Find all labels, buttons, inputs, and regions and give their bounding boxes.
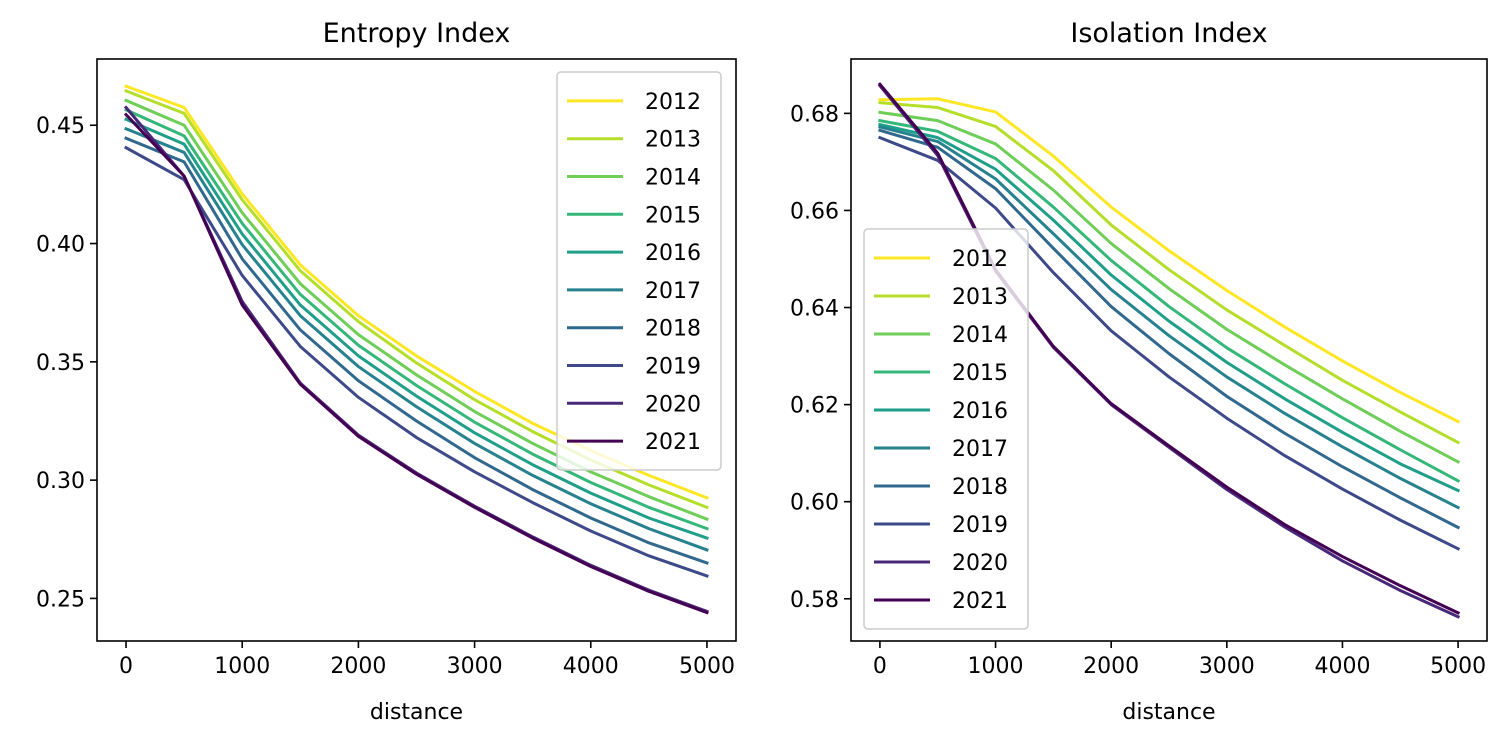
series-line-2013	[878, 101, 1461, 445]
x-tick-label: 4000	[563, 654, 619, 679]
legend-label-2017: 2017	[645, 279, 701, 304]
series-line-2018	[124, 136, 709, 565]
legend: 2012 2013 2014 2015 2016 2017 2018 2019 2020 2021	[863, 228, 1029, 630]
series-line-2012	[878, 97, 1461, 424]
y-tick-label: 0.58	[790, 588, 839, 613]
legend-label-2018: 2018	[645, 317, 701, 342]
x-tick-label: 3000	[1199, 654, 1255, 679]
series-line-2014	[878, 110, 1461, 464]
x-tick-label: 0	[119, 654, 133, 679]
legend-label-2021: 2021	[645, 430, 701, 455]
y-tick-label: 0.68	[790, 102, 839, 127]
legend: 2012 2013 2014 2015 2016 2017 2018 2019 2020 2021	[556, 71, 722, 471]
y-tick-label: 0.45	[36, 114, 85, 139]
legend-box	[863, 228, 1029, 630]
series-line-2018	[878, 128, 1461, 530]
y-tick-label: 0.40	[36, 233, 85, 258]
legend-label-2019: 2019	[645, 355, 701, 380]
legend-label-2014: 2014	[645, 166, 701, 191]
legend-label-2012: 2012	[952, 247, 1008, 272]
legend-label-2016: 2016	[952, 399, 1008, 424]
legend-label-2016: 2016	[645, 241, 701, 266]
legend-label-2020: 2020	[645, 392, 701, 417]
series-line-2016	[878, 122, 1461, 493]
y-tick-label: 0.30	[36, 469, 85, 494]
legend-label-2017: 2017	[952, 437, 1008, 462]
y-tick-label: 0.60	[790, 491, 839, 516]
chart-0: 0 1000 2000 3000 4000 5000 0.25 0.30 0.35 0.40 0.4…	[36, 18, 737, 725]
chart-1: 0 1000 2000 3000 4000 5000 0.58 0.60 0.62 0.64 0.6…	[790, 18, 1488, 725]
series-line-2019	[877, 135, 1461, 551]
y-tick-label: 0.62	[790, 394, 839, 419]
series-line-2019	[124, 145, 709, 578]
x-tick-label: 4000	[1314, 654, 1370, 679]
legend-label-2018: 2018	[952, 475, 1008, 500]
y-tick-label: 0.64	[790, 297, 839, 322]
legend-box	[556, 71, 722, 471]
x-tick-label: 3000	[447, 654, 503, 679]
legend-label-2020: 2020	[952, 551, 1008, 576]
x-tick-label: 5000	[679, 654, 735, 679]
legend-label-2015: 2015	[952, 361, 1008, 386]
legend-label-2013: 2013	[952, 285, 1008, 310]
legend-label-2019: 2019	[952, 513, 1008, 538]
axes-frame	[850, 58, 1488, 642]
y-tick-label: 0.35	[36, 351, 85, 376]
series-line-2017	[878, 125, 1461, 510]
x-tick-label: 2000	[330, 654, 386, 679]
chart-title: Entropy Index	[323, 18, 511, 49]
series-line-2014	[124, 98, 709, 522]
series-line-2021	[123, 112, 709, 615]
series-line-2015	[878, 118, 1461, 483]
x-tick-label: 0	[873, 654, 887, 679]
x-axis-label: distance	[1122, 700, 1215, 725]
x-tick-label: 5000	[1430, 654, 1486, 679]
x-tick-label: 2000	[1083, 654, 1139, 679]
y-tick-label: 0.66	[790, 199, 839, 224]
series-line-2015	[124, 107, 709, 531]
axes-frame	[96, 58, 737, 642]
x-axis-label: distance	[370, 700, 463, 725]
series-line-2017	[124, 126, 709, 552]
legend-label-2013: 2013	[645, 128, 701, 153]
legend-label-2015: 2015	[645, 203, 701, 228]
legend-label-2021: 2021	[952, 589, 1008, 614]
x-tick-label: 1000	[968, 654, 1024, 679]
legend-label-2014: 2014	[952, 323, 1008, 348]
chart-title: Isolation Index	[1070, 18, 1267, 49]
y-tick-label: 0.25	[36, 587, 85, 612]
series-line-2016	[124, 117, 709, 540]
legend-label-2012: 2012	[645, 90, 701, 115]
x-tick-label: 1000	[214, 654, 270, 679]
